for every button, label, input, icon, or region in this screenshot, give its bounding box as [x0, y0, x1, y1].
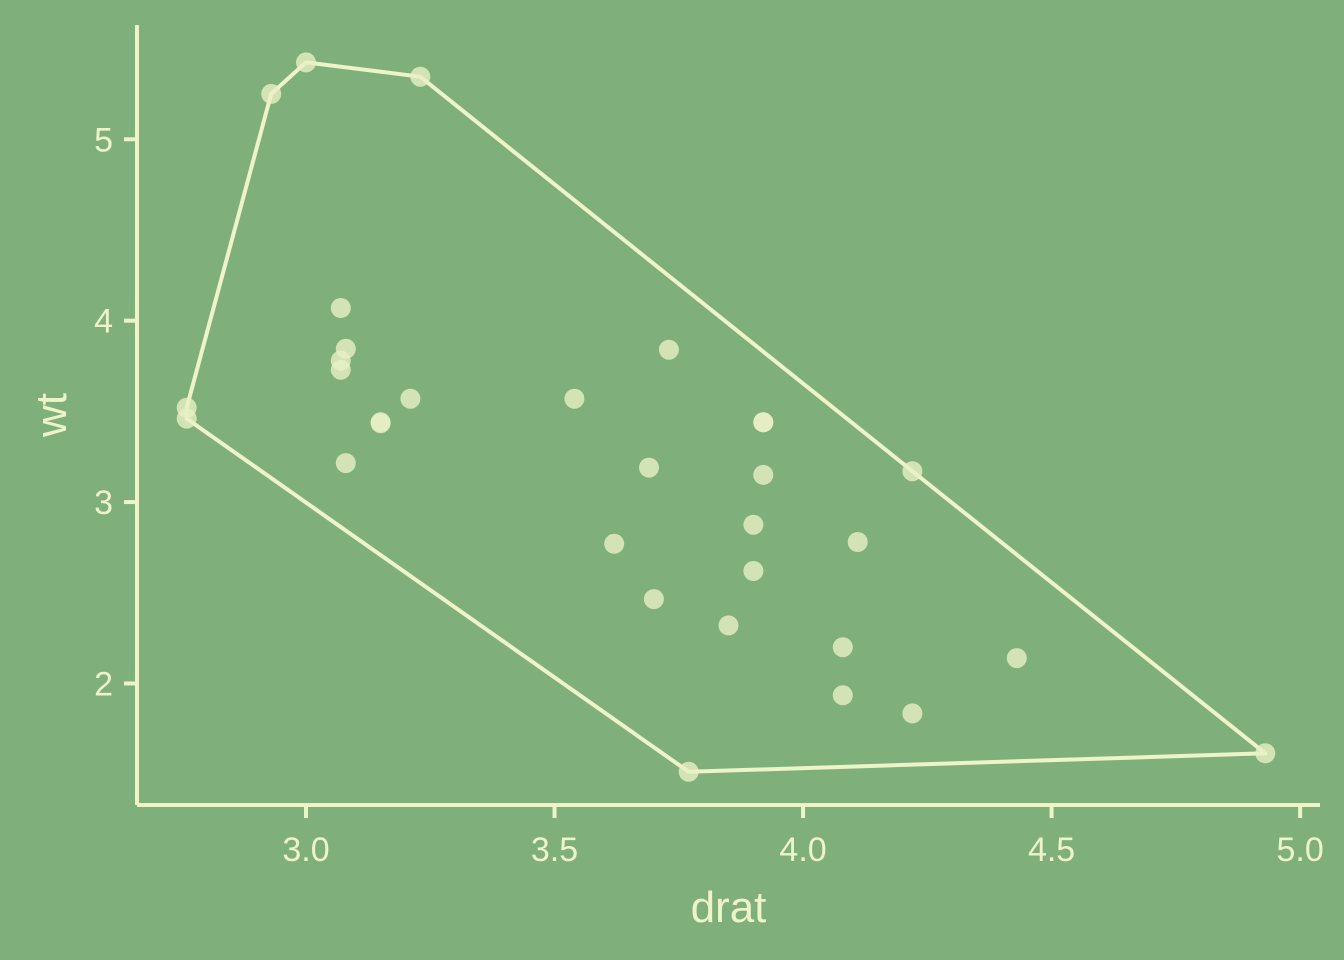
data-point — [330, 298, 351, 318]
data-point — [370, 413, 391, 434]
data-point — [902, 461, 923, 482]
data-point — [1006, 648, 1027, 669]
data-point — [335, 453, 356, 474]
data-point — [564, 388, 585, 409]
x-tick-label: 5.0 — [1276, 831, 1323, 869]
data-point — [678, 761, 699, 782]
data-point — [718, 615, 739, 636]
x-tick-label: 4.5 — [1028, 831, 1075, 869]
x-tick-label: 4.0 — [779, 831, 826, 869]
data-point — [410, 66, 431, 87]
x-ticks: 3.0 3.5 4.0 4.5 5.0 — [282, 805, 1324, 869]
data-point — [643, 589, 664, 610]
points-layer — [176, 52, 1276, 782]
data-point — [296, 52, 316, 73]
data-point — [1255, 743, 1276, 764]
data-point — [753, 412, 774, 433]
data-point — [832, 685, 853, 706]
data-point — [261, 83, 282, 104]
x-tick-label: 3.5 — [531, 831, 578, 869]
y-tick-label: 5 — [94, 121, 113, 159]
data-point — [400, 388, 421, 409]
data-point — [335, 338, 356, 359]
data-point — [743, 514, 764, 535]
data-point — [847, 532, 868, 552]
data-point — [176, 397, 197, 418]
x-tick-label: 3.0 — [282, 831, 329, 869]
data-point — [832, 637, 853, 658]
data-point — [743, 561, 764, 581]
y-ticks: 2 3 4 5 — [94, 121, 137, 703]
data-point — [753, 464, 774, 485]
y-tick-label: 3 — [94, 484, 113, 522]
y-tick-label: 2 — [94, 665, 113, 703]
data-point — [604, 533, 625, 554]
data-point — [658, 339, 679, 360]
data-point — [639, 457, 659, 478]
x-axis-title: drat — [691, 883, 767, 932]
y-axis-title: wt — [27, 393, 76, 438]
y-tick-label: 4 — [94, 303, 113, 341]
axes-layer — [135, 25, 1320, 807]
data-point — [902, 703, 923, 724]
